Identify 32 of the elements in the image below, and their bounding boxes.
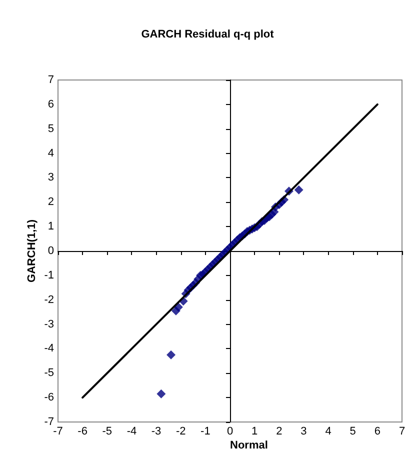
y-tick-label: 4 bbox=[48, 147, 54, 160]
x-tick-label: 3 bbox=[300, 426, 307, 438]
x-tick-label: 2 bbox=[276, 426, 282, 438]
y-tick-label: 0 bbox=[48, 245, 54, 257]
x-tick-label: 7 bbox=[398, 426, 406, 438]
y-tick-label: 1 bbox=[48, 220, 54, 233]
x-tick-label: 5 bbox=[350, 426, 356, 438]
y-tick-label: 5 bbox=[48, 122, 54, 135]
y-tick-label: -4 bbox=[44, 342, 54, 355]
chart-title: GARCH Residual q-q plot bbox=[141, 28, 274, 40]
y-tick-label: 3 bbox=[48, 172, 54, 184]
x-tick-label: 1 bbox=[252, 426, 258, 438]
x-tick-label: -3 bbox=[151, 426, 162, 438]
y-tick-label: 6 bbox=[48, 98, 54, 110]
x-tick-label: 6 bbox=[374, 426, 380, 438]
x-tick-label: -4 bbox=[126, 426, 137, 438]
y-axis-title: GARCH(1,1) bbox=[26, 219, 38, 282]
x-tick-label: 4 bbox=[325, 426, 332, 438]
x-tick-label: 0 bbox=[226, 426, 234, 438]
y-tick-label: -1 bbox=[44, 269, 54, 282]
y-tick-label: -6 bbox=[44, 392, 54, 404]
x-axis-title: Normal bbox=[230, 440, 268, 452]
y-tick-label: 7 bbox=[48, 74, 54, 86]
x-tick-label: -5 bbox=[102, 426, 112, 438]
x-tick-label: -6 bbox=[78, 426, 88, 438]
y-tick-label: 2 bbox=[48, 196, 54, 208]
y-tick-label: -3 bbox=[44, 318, 54, 330]
x-tick-label: -2 bbox=[176, 426, 186, 438]
x-tick-label: -1 bbox=[200, 426, 210, 438]
y-tick-label: -2 bbox=[44, 294, 54, 306]
y-tick-label: -7 bbox=[44, 416, 54, 428]
y-tick-label: -5 bbox=[44, 367, 54, 380]
